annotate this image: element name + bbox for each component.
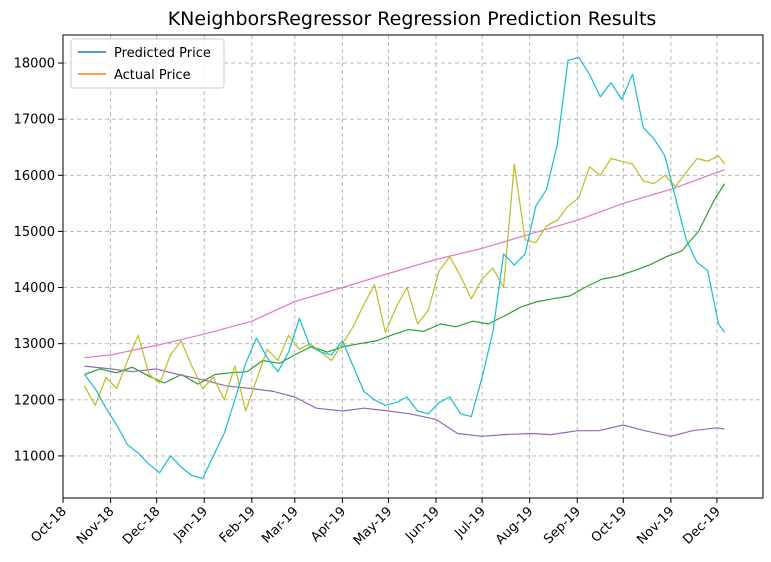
legend: Predicted Price Actual Price (70, 38, 225, 89)
x-tick-label-6: Apr-19 (308, 504, 349, 545)
y-tick-label-3: 14000 (14, 281, 55, 296)
series-line-4 (84, 56, 726, 479)
legend-label-predicted: Predicted Price (114, 46, 211, 61)
chart-title: KNeighborsRegressor Regression Predictio… (168, 8, 657, 30)
legend-label-actual: Actual Price (114, 68, 191, 83)
x-tick-label-3: Jan-19 (171, 504, 212, 545)
y-tick-label-0: 11000 (14, 449, 55, 464)
x-tick-label-10: Aug-19 (493, 504, 537, 548)
plot-frame (62, 34, 764, 499)
y-axis: 11000 12000 13000 14000 15000 16000 17000 18000 (14, 57, 63, 464)
series-line-3 (83, 155, 726, 412)
x-tick-label-9: Jul-19 (451, 504, 488, 541)
y-tick-label-7: 18000 (14, 57, 55, 72)
series-layer (83, 56, 726, 479)
grid (62, 35, 763, 498)
x-tick-label-2: Dec-18 (120, 504, 163, 547)
x-tick-label-13: Nov-19 (634, 504, 677, 547)
x-tick-label-0: Oct-18 (28, 504, 70, 546)
plot-area (62, 34, 764, 499)
y-tick-label-6: 17000 (14, 113, 55, 128)
y-tick-label-2: 13000 (14, 337, 55, 352)
series-line-1 (84, 365, 725, 437)
x-tick-label-1: Nov-18 (74, 504, 117, 547)
series-line-0 (84, 183, 726, 385)
x-tick-label-11: Sep-19 (541, 504, 584, 547)
series-line-2 (84, 169, 725, 359)
x-axis: Oct-18 Nov-18 Dec-18 Jan-19 Feb-19 Mar-19 Apr-… (28, 498, 724, 549)
y-tick-label-1: 12000 (14, 393, 55, 408)
x-tick-label-12: Oct-19 (589, 504, 631, 546)
x-tick-label-8: Jun-19 (402, 504, 443, 545)
x-tick-label-14: Dec-19 (680, 504, 723, 547)
y-tick-label-5: 16000 (14, 169, 55, 184)
x-tick-label-5: Mar-19 (259, 504, 301, 546)
y-tick-label-4: 15000 (14, 225, 55, 240)
x-tick-label-7: May-19 (351, 504, 395, 548)
x-tick-label-4: Feb-19 (217, 504, 259, 546)
legend-box (70, 38, 225, 89)
